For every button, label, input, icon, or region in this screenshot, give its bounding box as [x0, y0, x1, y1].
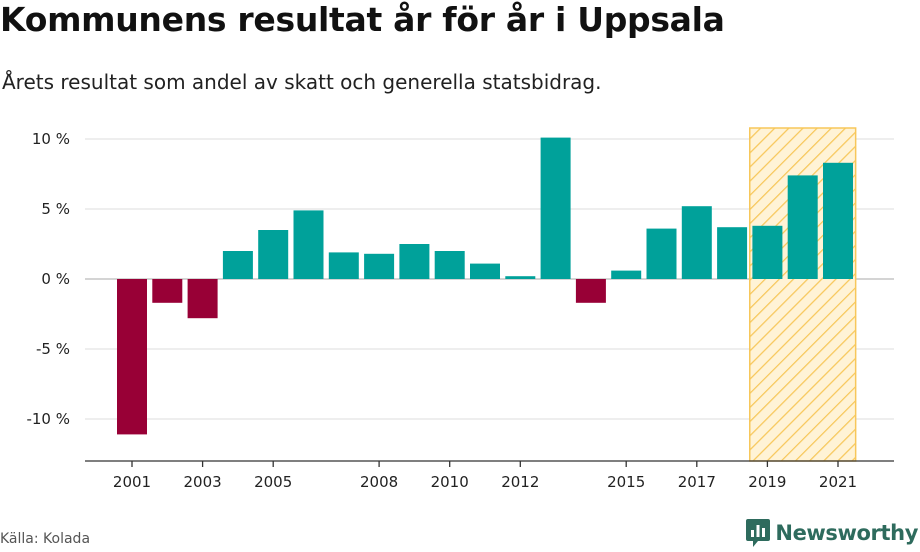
x-tick-label: 2019	[748, 473, 786, 491]
bar-2010	[434, 251, 465, 279]
bar-2016	[646, 228, 677, 279]
source-note: Källa: Kolada	[0, 531, 91, 547]
newsworthy-logo-icon	[746, 519, 771, 547]
y-tick-label: -5 %	[36, 340, 70, 358]
bar-2017	[681, 206, 712, 279]
brand-name: Newsworthy	[775, 521, 918, 545]
x-tick-label: 2017	[678, 473, 716, 491]
bar-2013	[540, 137, 571, 279]
bar-2014	[575, 279, 606, 303]
x-tick-label: 2008	[360, 473, 398, 491]
bar-2003	[187, 279, 218, 319]
chart-title: Kommunens resultat år för år i Uppsala	[0, 0, 725, 39]
y-tick-label: 10 %	[32, 130, 70, 148]
bar-2005	[258, 230, 289, 279]
bar-2004	[222, 251, 253, 279]
bar-2011	[470, 263, 500, 279]
x-tick-label: 2005	[254, 473, 292, 491]
x-tick-label: 2021	[819, 473, 857, 491]
bar-2009	[399, 244, 430, 279]
bar-2002	[152, 279, 183, 303]
x-tick-label: 2010	[431, 473, 469, 491]
x-tick-label: 2003	[184, 473, 222, 491]
bar-2001	[117, 279, 147, 435]
x-tick-label: 2015	[607, 473, 645, 491]
bar-2007	[328, 252, 359, 279]
y-tick-label: -10 %	[26, 410, 70, 428]
bar-2019	[752, 225, 783, 279]
x-tick-label: 2001	[113, 473, 151, 491]
bar-2015	[611, 270, 642, 279]
y-tick-label: 0 %	[41, 270, 70, 288]
bar-2012	[505, 276, 536, 279]
newsworthy-brand[interactable]: Newsworthy	[745, 518, 918, 548]
x-tick-label: 2012	[501, 473, 539, 491]
y-tick-label: 5 %	[41, 200, 70, 218]
bar-2008	[364, 253, 395, 279]
chart-subtitle: Årets resultat som andel av skatt och ge…	[2, 70, 602, 94]
bar-2018	[717, 227, 748, 279]
bar-2020	[787, 175, 818, 279]
bar-chart: 10 % 5 % 0 % -5 % -10 % 2001 2003 2005 2008 2010…	[26, 127, 894, 491]
bar-2006	[293, 210, 324, 279]
bar-2021	[823, 162, 853, 279]
